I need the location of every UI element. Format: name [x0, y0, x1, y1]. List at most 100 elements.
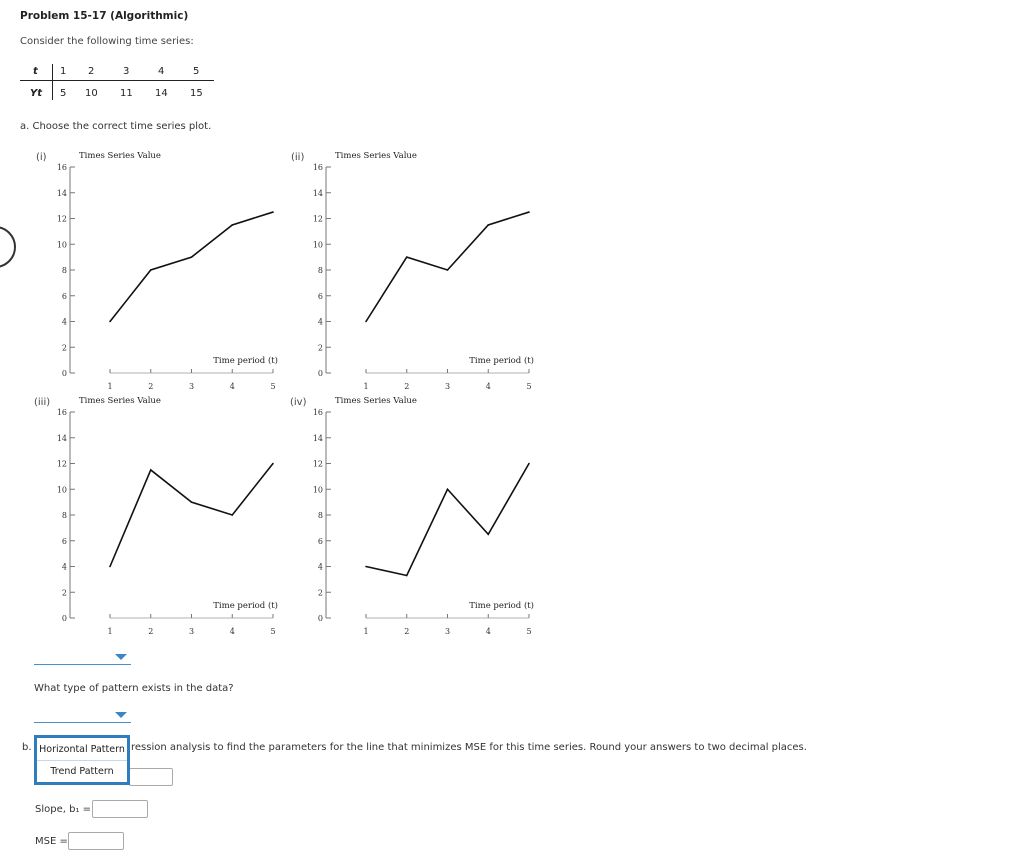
y-tick-label: 0 — [62, 369, 67, 378]
x-tick-label: 5 — [270, 382, 275, 391]
plot-label-iv: (iv) — [290, 397, 307, 408]
table-divider-horizontal — [20, 80, 214, 81]
x-tick-label: 5 — [270, 627, 275, 636]
data-point — [446, 488, 449, 491]
table-t-header: t — [33, 66, 38, 77]
y-tick-label: 4 — [62, 563, 67, 572]
plot-choice-dropdown[interactable] — [34, 654, 131, 665]
y-tick-label: 14 — [57, 434, 67, 443]
y-tick-label: 6 — [62, 537, 67, 546]
y-tick-label: 14 — [313, 189, 323, 198]
x-axis-label: Time period (t) — [469, 355, 534, 366]
y-tick-label: 2 — [62, 588, 67, 597]
plot-label-ii: (ii) — [291, 152, 305, 163]
y-tick-label: 10 — [313, 485, 323, 494]
data-point — [272, 211, 274, 213]
mse-input[interactable] — [68, 832, 124, 850]
mse-label: MSE = — [35, 836, 68, 847]
table-cell: 11 — [120, 88, 133, 99]
menu-item-trend-pattern[interactable]: Trend Pattern — [50, 766, 114, 777]
x-axis-label: Time period (t) — [213, 600, 278, 611]
slope-input[interactable] — [92, 800, 148, 818]
data-point — [149, 469, 152, 471]
x-tick-label: 4 — [486, 627, 491, 636]
x-axis-label: Time period (t) — [213, 355, 278, 366]
y-tick-label: 4 — [318, 318, 323, 327]
y-tick-label: 14 — [57, 189, 67, 198]
y-tick-label: 12 — [313, 460, 323, 469]
y-tick-label: 2 — [318, 343, 323, 352]
y-tick-label: 6 — [318, 537, 323, 546]
data-point — [405, 574, 408, 577]
y-tick-label: 2 — [318, 588, 323, 597]
y-tick-label: 10 — [313, 240, 323, 249]
table-cell: 15 — [190, 88, 203, 99]
pattern-dropdown-menu: Horizontal Pattern Trend Pattern — [34, 735, 130, 785]
menu-item-horizontal-pattern[interactable]: Horizontal Pattern — [37, 740, 127, 761]
data-point — [365, 320, 367, 323]
chevron-down-icon — [115, 712, 127, 718]
y-tick-label: 8 — [318, 511, 323, 520]
pattern-choice-dropdown[interactable] — [34, 712, 131, 723]
y-tick-label: 0 — [318, 614, 323, 623]
intercept-input[interactable] — [129, 768, 173, 786]
x-tick-label: 4 — [230, 382, 235, 391]
x-tick-label: 4 — [230, 627, 235, 636]
chart-title: Times Series Value — [79, 151, 161, 161]
data-point — [487, 533, 490, 536]
series-line — [365, 463, 530, 577]
time-series-table: t Yt 1 2 3 4 5 5 10 11 14 15 — [20, 62, 214, 102]
y-tick-label: 4 — [62, 318, 67, 327]
y-tick-label: 4 — [318, 563, 323, 572]
chevron-down-icon — [115, 654, 127, 660]
table-divider-vertical — [52, 64, 53, 100]
table-cell: 2 — [88, 66, 95, 77]
data-point — [446, 269, 449, 271]
y-tick-label: 6 — [62, 292, 67, 301]
y-tick-label: 8 — [62, 266, 67, 275]
data-point — [405, 256, 408, 258]
y-tick-label: 16 — [57, 163, 67, 172]
x-tick-label: 3 — [445, 627, 450, 636]
x-tick-label: 4 — [486, 382, 491, 391]
data-point — [109, 320, 111, 323]
table-y-header: Yt — [30, 88, 43, 99]
y-tick-label: 14 — [313, 434, 323, 443]
x-tick-label: 5 — [526, 627, 531, 636]
y-tick-label: 10 — [57, 240, 67, 249]
series-line — [365, 211, 530, 322]
y-tick-label: 8 — [318, 266, 323, 275]
data-point — [190, 501, 193, 503]
x-tick-label: 3 — [189, 382, 194, 391]
y-tick-label: 6 — [318, 292, 323, 301]
y-tick-label: 16 — [313, 408, 323, 417]
chart-title: Times Series Value — [79, 396, 161, 406]
y-tick-label: 0 — [62, 614, 67, 623]
data-point — [272, 462, 274, 465]
table-cell: 4 — [158, 66, 165, 77]
table-cell: 1 — [60, 66, 67, 77]
slope-label: Slope, b₁ = — [35, 804, 92, 815]
problem-title: Problem 15-17 (Algorithmic) — [20, 10, 189, 22]
plot-label-iii: (iii) — [34, 397, 51, 408]
x-tick-label: 1 — [107, 627, 112, 636]
data-point — [528, 462, 530, 465]
data-point — [231, 514, 234, 516]
data-point — [528, 211, 530, 213]
question-pattern: What type of pattern exists in the data? — [34, 683, 234, 694]
y-tick-label: 12 — [57, 460, 67, 469]
x-tick-label: 1 — [363, 382, 368, 391]
y-tick-label: 8 — [62, 511, 67, 520]
partial-circle-icon — [0, 226, 16, 268]
series-line — [109, 463, 274, 567]
y-tick-label: 16 — [313, 163, 323, 172]
x-tick-label: 2 — [404, 627, 409, 636]
table-cell: 10 — [85, 88, 98, 99]
table-cell: 5 — [60, 88, 67, 99]
data-point — [487, 224, 490, 226]
data-point — [190, 256, 193, 258]
